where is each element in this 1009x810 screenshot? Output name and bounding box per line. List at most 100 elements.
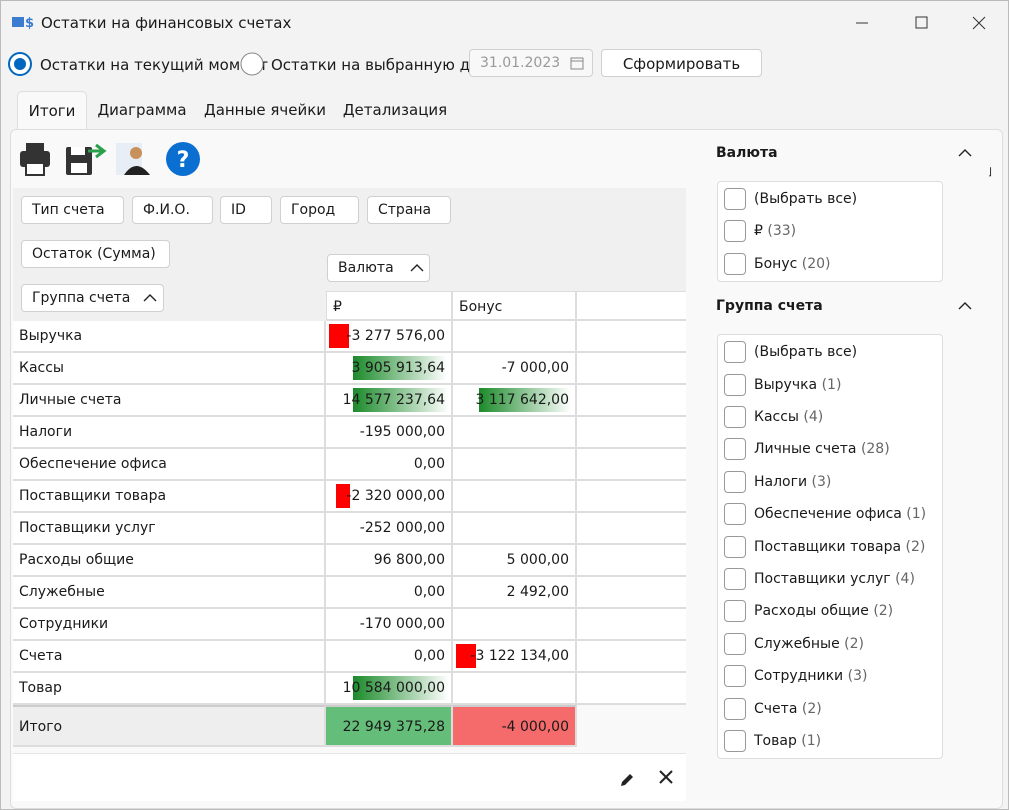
item-label: Бонус	[754, 255, 798, 272]
footer-icons[interactable]	[616, 766, 681, 788]
checkbox[interactable]	[724, 438, 746, 461]
row-header: Поставщики услуг	[13, 513, 326, 545]
empty-cell	[577, 577, 686, 609]
row-header: Счета	[13, 641, 326, 673]
row-header: Товар	[13, 673, 326, 705]
filter-item[interactable]: Поставщики услуг (4)	[754, 571, 915, 587]
chevron[interactable]	[410, 263, 424, 273]
checkbox[interactable]	[724, 220, 746, 243]
row-header: Налоги	[13, 417, 326, 449]
field-button[interactable]: Ф.И.О.	[132, 196, 213, 224]
chevron[interactable]	[958, 301, 972, 311]
checkbox[interactable]	[724, 470, 746, 493]
value-cell: 0,00	[326, 641, 453, 673]
filter-item[interactable]: Поставщики товара (2)	[754, 539, 925, 555]
checkbox[interactable]	[724, 600, 746, 623]
tab[interactable]: Итоги	[17, 91, 87, 129]
radio-label[interactable]: Остатки на выбранную дату	[271, 56, 497, 74]
value-cell: 3 117 642,00	[453, 385, 577, 417]
item-count: (3)	[847, 668, 868, 685]
data-bar	[353, 388, 449, 412]
value-cell: 2 492,00	[453, 577, 577, 609]
filter-item[interactable]: Кассы (4)	[754, 409, 823, 425]
filter-item[interactable]: Служебные (2)	[754, 636, 864, 652]
item-label: Счета	[754, 700, 798, 717]
window-controls[interactable]	[851, 11, 1001, 35]
empty-cell	[577, 513, 686, 545]
toolbar-icons[interactable]: ?	[16, 139, 206, 179]
column-field-button[interactable]: Валюта	[327, 254, 430, 282]
field-button[interactable]: Город	[280, 196, 359, 224]
filter-item[interactable]: Сотрудники (3)	[754, 668, 867, 684]
row-header: Служебные	[13, 577, 326, 609]
item-count: (2)	[873, 603, 894, 620]
cell-value: -7 000,00	[501, 360, 569, 376]
checkbox[interactable]	[724, 697, 746, 720]
filter-item[interactable]: (Выбрать все)	[754, 344, 857, 360]
empty-cell	[577, 417, 686, 449]
checkbox[interactable]	[724, 188, 746, 210]
data-field-button[interactable]: Остаток (Сумма)	[21, 240, 170, 268]
row-header: Сотрудники	[13, 609, 326, 641]
filter-title: Группа счета	[716, 298, 823, 315]
item-count: (4)	[895, 570, 915, 587]
field-button[interactable]: Тип счета	[21, 196, 124, 224]
item-count: (28)	[860, 441, 890, 458]
date-input[interactable]: 31.01.2023	[469, 49, 593, 77]
item-label: Кассы	[754, 408, 799, 425]
item-label: (Выбрать все)	[754, 344, 858, 361]
tab[interactable]: Диаграмма	[97, 101, 187, 119]
checkbox[interactable]	[724, 252, 746, 275]
empty-cell	[577, 449, 686, 481]
checkbox[interactable]	[724, 405, 746, 428]
value-cell: 5 000,00	[453, 545, 577, 577]
field-button[interactable]: Страна	[367, 196, 451, 224]
checkbox[interactable]	[724, 567, 746, 590]
data-bar	[479, 388, 571, 412]
filter-item[interactable]: ₽ (33)	[754, 223, 796, 239]
value-cell: -170 000,00	[326, 609, 453, 641]
item-label: (Выбрать все)	[754, 191, 858, 207]
item-count: (1)	[906, 506, 927, 523]
filter-item[interactable]: Личные счета (28)	[754, 441, 890, 457]
filter-item[interactable]: Товар (1)	[754, 733, 821, 749]
checkbox[interactable]	[724, 665, 746, 688]
checkbox[interactable]	[724, 503, 746, 526]
checkbox[interactable]	[724, 632, 746, 655]
chevron[interactable]	[143, 293, 157, 303]
chevron[interactable]	[958, 148, 972, 158]
item-count: (3)	[811, 473, 832, 490]
row-field-button[interactable]: Группа счета	[21, 284, 164, 312]
value-cell: -3 122 134,00	[453, 641, 577, 673]
cell-value: 2 492,00	[506, 584, 569, 600]
checkbox[interactable]	[724, 341, 746, 364]
filter-item[interactable]: Налоги (3)	[754, 474, 831, 490]
radio-label[interactable]: Остатки на текущий момент	[40, 56, 268, 74]
filter-item[interactable]: Счета (2)	[754, 701, 822, 717]
filter-item[interactable]: Обеспечение офиса (1)	[754, 506, 926, 522]
filter-item[interactable]: Выручка (1)	[754, 377, 841, 393]
tab[interactable]: Детализация	[342, 101, 448, 119]
radio-date[interactable]	[239, 51, 265, 77]
filter-item[interactable]: Расходы общие (2)	[754, 603, 893, 619]
app-icon: $	[12, 16, 34, 31]
tab[interactable]: Данные ячейки	[203, 101, 327, 119]
checkbox[interactable]	[724, 729, 746, 752]
empty-cell	[577, 321, 686, 353]
checkbox[interactable]	[724, 535, 746, 558]
field-button[interactable]: ID	[220, 196, 272, 224]
item-count: (2)	[905, 538, 926, 555]
column-header: ₽	[326, 291, 453, 321]
value-cell: 0,00	[326, 449, 453, 481]
empty-cell	[577, 481, 686, 513]
checkbox[interactable]	[724, 373, 746, 396]
filter-item[interactable]: (Выбрать все)	[754, 191, 857, 207]
item-count: (1)	[801, 732, 822, 749]
filter-item[interactable]: Бонус (20)	[754, 256, 831, 272]
radio-current[interactable]	[7, 51, 33, 77]
item-count: (2)	[801, 700, 822, 717]
value-cell	[453, 321, 577, 353]
empty-cell	[577, 353, 686, 385]
item-count: (20)	[801, 255, 831, 272]
generate-button[interactable]: Сформировать	[601, 49, 762, 77]
